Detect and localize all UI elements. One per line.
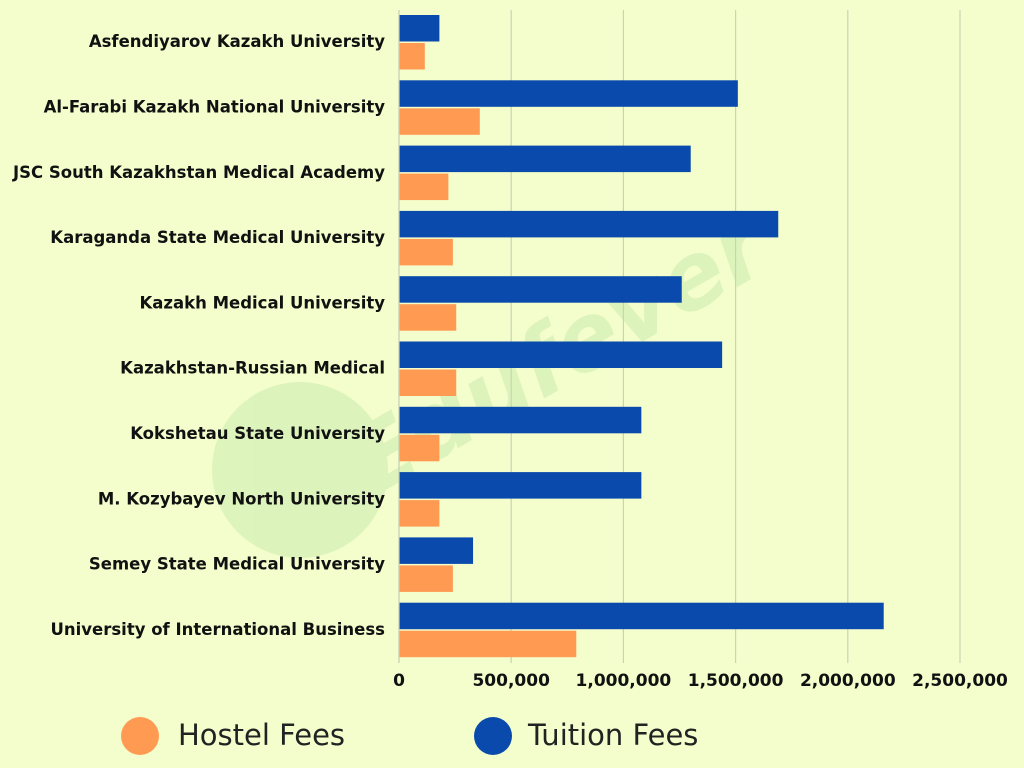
x-tick-label: 1,000,000 bbox=[576, 671, 672, 691]
bar bbox=[399, 369, 457, 396]
category-label: Al-Farabi Kazakh National University bbox=[44, 97, 386, 116]
bar bbox=[399, 434, 440, 462]
bar bbox=[399, 602, 884, 630]
x-tick-label: 500,000 bbox=[472, 671, 550, 691]
category-label: JSC South Kazakhstan Medical Academy bbox=[12, 163, 385, 182]
bar bbox=[399, 341, 723, 368]
bar bbox=[399, 15, 440, 42]
bar bbox=[399, 537, 474, 564]
category-label: Kazakhstan-Russian Medical bbox=[120, 359, 385, 378]
bar bbox=[399, 304, 457, 331]
legend-swatch bbox=[474, 717, 512, 755]
bar bbox=[399, 43, 425, 70]
category-label: University of International Business bbox=[50, 620, 385, 639]
legend-label: Hostel Fees bbox=[178, 718, 345, 752]
bar bbox=[399, 238, 453, 266]
bar bbox=[399, 145, 691, 173]
bar bbox=[399, 108, 480, 135]
category-label: Semey State Medical University bbox=[89, 555, 385, 574]
bar bbox=[399, 173, 449, 201]
x-tick-label: 1,500,000 bbox=[688, 671, 784, 691]
bar bbox=[399, 500, 440, 527]
category-label: Kazakh Medical University bbox=[139, 293, 385, 312]
legend-label: Tuition Fees bbox=[527, 718, 698, 752]
bar bbox=[399, 80, 738, 107]
category-label: Kokshetau State University bbox=[130, 424, 385, 443]
bar bbox=[399, 276, 682, 303]
bar bbox=[399, 565, 453, 592]
bar bbox=[399, 630, 577, 658]
x-tick-label: 0 bbox=[393, 671, 405, 691]
bar bbox=[399, 210, 779, 238]
bar bbox=[399, 472, 642, 499]
category-label: Karaganda State Medical University bbox=[50, 228, 385, 247]
bar bbox=[399, 406, 642, 434]
watermark-logo bbox=[212, 382, 388, 558]
legend-swatch bbox=[121, 717, 159, 755]
category-label: M. Kozybayev North University bbox=[98, 489, 385, 508]
category-label: Asfendiyarov Kazakh University bbox=[89, 32, 385, 51]
x-tick-label: 2,000,000 bbox=[800, 671, 896, 691]
x-tick-label: 2,500,000 bbox=[912, 671, 1008, 691]
